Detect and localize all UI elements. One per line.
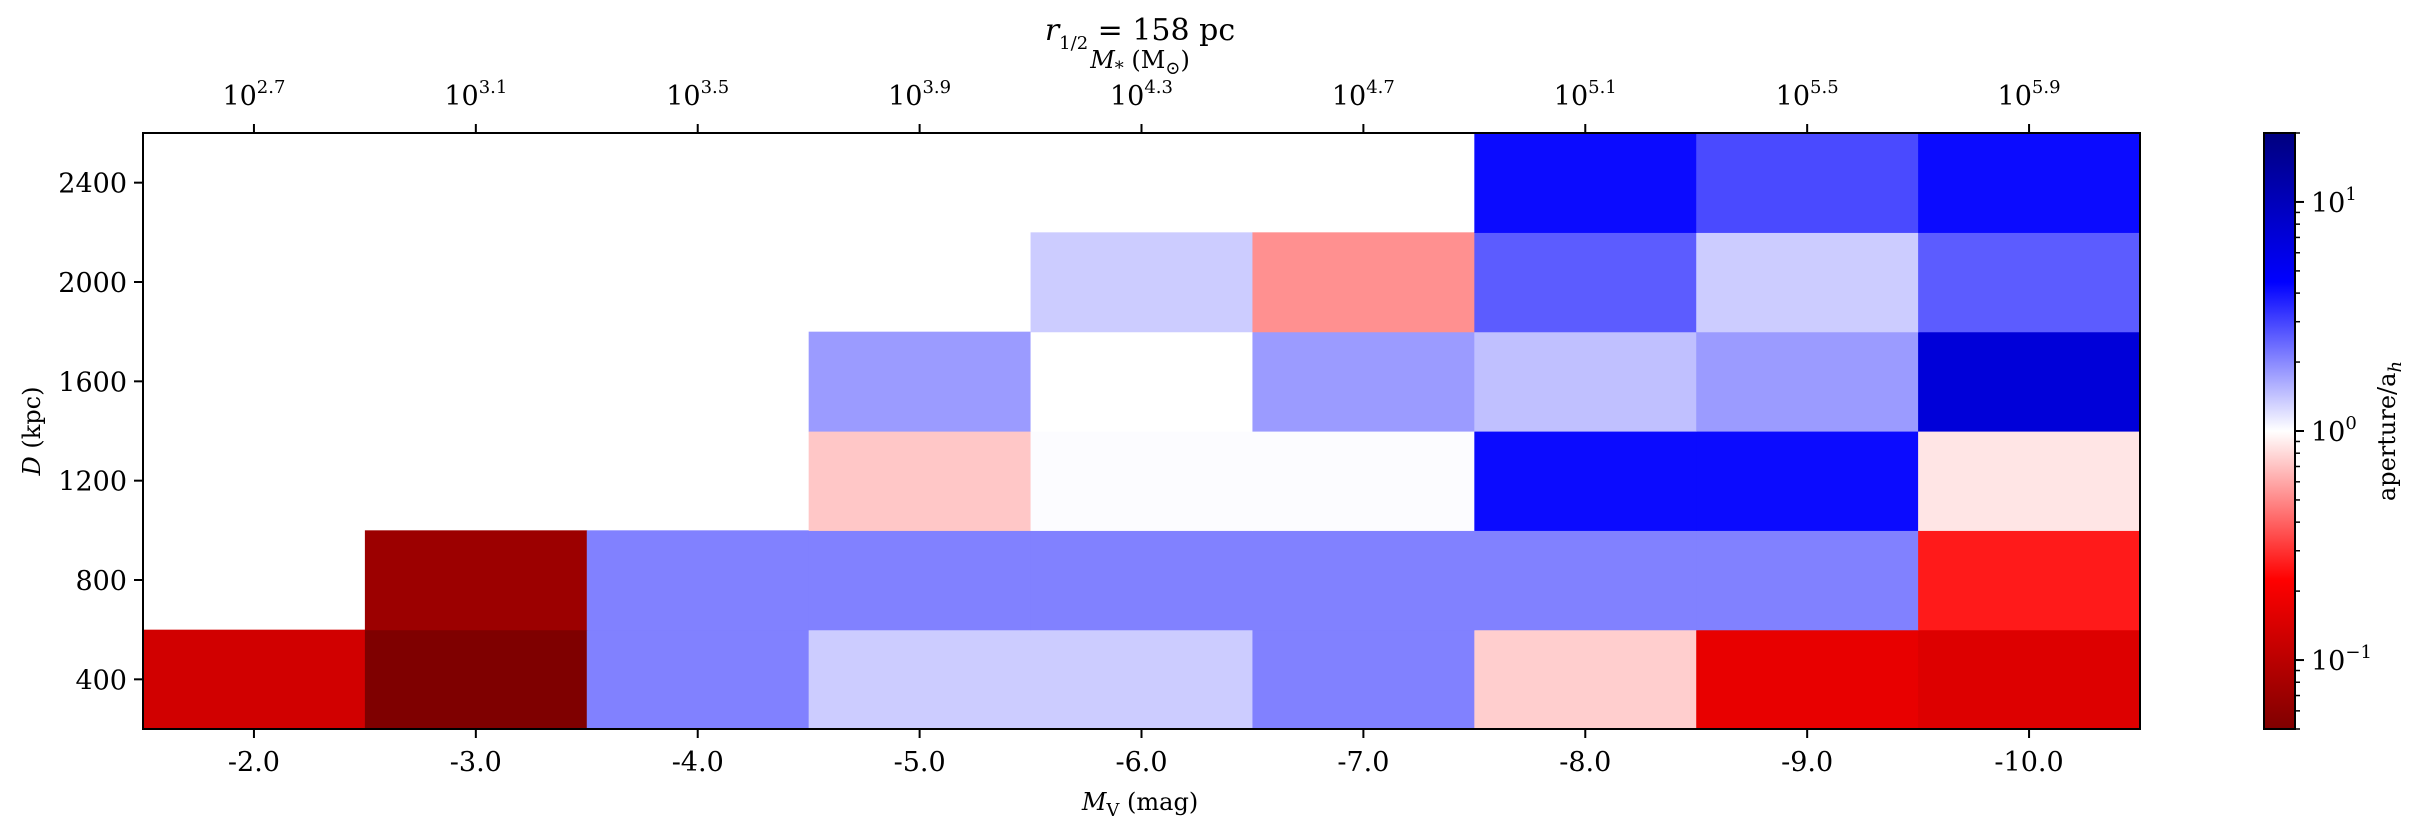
heatmap-cell <box>1030 331 1254 432</box>
heatmap-cell <box>808 629 1032 730</box>
y-tick-label: 1200 <box>58 467 127 498</box>
x-tick-label: -5.0 <box>894 747 946 778</box>
x-tick-label: -4.0 <box>672 747 724 778</box>
x2-tick-label: 103.5 <box>666 77 729 112</box>
heatmap-cell <box>1252 629 1475 730</box>
colorbar-tick-label: 100 <box>2311 413 2357 448</box>
colorbar <box>2263 132 2296 730</box>
heatmap-cell <box>364 629 588 730</box>
heatmap-cell <box>1918 431 2141 531</box>
x2-tick-label: 105.9 <box>1998 77 2061 112</box>
heatmap-cell <box>143 629 366 730</box>
y-tick-label: 2000 <box>58 268 127 299</box>
heatmap-cell <box>1474 530 1697 631</box>
heatmap-cell <box>1030 629 1254 730</box>
heatmap-cell <box>1252 530 1475 631</box>
x2-tick-label: 104.7 <box>1332 77 1395 112</box>
x2-tick-label: 103.9 <box>888 77 951 112</box>
heatmap-cell <box>808 431 1032 531</box>
heatmap-cell <box>1696 232 1919 333</box>
heatmap-cell <box>1696 629 1919 730</box>
heatmap-cell <box>1030 431 1254 531</box>
heatmap-cell <box>1474 431 1697 531</box>
colorbar-ticks: 101 100 10−1 <box>2295 132 2372 730</box>
heatmap-cell <box>1474 629 1697 730</box>
x-tick-label: -7.0 <box>1337 747 1389 778</box>
x-axis-label: MV (mag) <box>1081 788 1198 821</box>
y-tick-label: 400 <box>75 665 127 696</box>
heatmap-cell <box>1918 629 2141 730</box>
heatmap-cell <box>1252 431 1475 531</box>
heatmap-cell <box>1252 331 1475 432</box>
heatmap-cell <box>1696 133 1919 233</box>
x-tick-label: -3.0 <box>450 747 502 778</box>
colorbar-tick-label: 10−1 <box>2311 642 2372 677</box>
heatmap-cell <box>1696 431 1919 531</box>
y-axis-ticks: 400 800 1200 1600 2000 2400 <box>58 169 143 696</box>
x-tick-label: -9.0 <box>1781 747 1833 778</box>
x-tick-label: -10.0 <box>1994 747 2063 778</box>
heatmap-cell <box>1696 331 1919 432</box>
heatmap-cell <box>364 530 588 631</box>
heatmap-cell <box>1474 331 1697 432</box>
heatmap-cell <box>1030 530 1254 631</box>
heatmap-cell <box>1918 232 2141 333</box>
chart-title: r1/2 = 158 pc <box>1045 13 1235 54</box>
x2-tick-label: 102.7 <box>222 77 285 112</box>
y-tick-label: 1600 <box>58 367 127 398</box>
heatmap-cell <box>1474 232 1697 333</box>
heatmap-cell <box>586 530 810 631</box>
colorbar-tick-label: 101 <box>2311 184 2357 219</box>
x2-axis-ticks: 102.7 103.1 103.5 103.9 104.3 104.7 105.1 105.5… <box>222 77 2061 133</box>
y-tick-label: 800 <box>75 566 127 597</box>
x2-tick-label: 104.3 <box>1110 77 1173 112</box>
heatmap-cell <box>808 331 1032 432</box>
x-tick-label: -8.0 <box>1559 747 1611 778</box>
heatmap-cell <box>1474 133 1697 233</box>
heatmap-cell <box>586 629 810 730</box>
heatmap-cell <box>1918 530 2141 631</box>
heatmap-cell <box>1696 530 1919 631</box>
x2-tick-label: 103.1 <box>444 77 507 112</box>
x2-tick-label: 105.1 <box>1554 77 1617 112</box>
x-axis-ticks: -2.0 -3.0 -4.0 -5.0 -6.0 -7.0 -8.0 -9.0 -10.0 <box>228 729 2064 778</box>
x2-tick-label: 105.5 <box>1776 77 1839 112</box>
x-tick-label: -6.0 <box>1115 747 1167 778</box>
x-tick-label: -2.0 <box>228 747 280 778</box>
heatmap-cell <box>808 530 1032 631</box>
heatmap-cells <box>143 133 2141 730</box>
colorbar-label: aperture/ah <box>2373 361 2406 501</box>
top-axis-label: M* (M⊙) <box>1089 46 1190 79</box>
heatmap-cell <box>1030 232 1254 333</box>
heatmap-cell <box>1918 331 2141 432</box>
heatmap-cell <box>1918 133 2141 233</box>
heatmap-cell <box>1252 232 1475 333</box>
y-tick-label: 2400 <box>58 169 127 200</box>
y-axis-label: D (kpc) <box>18 387 46 477</box>
